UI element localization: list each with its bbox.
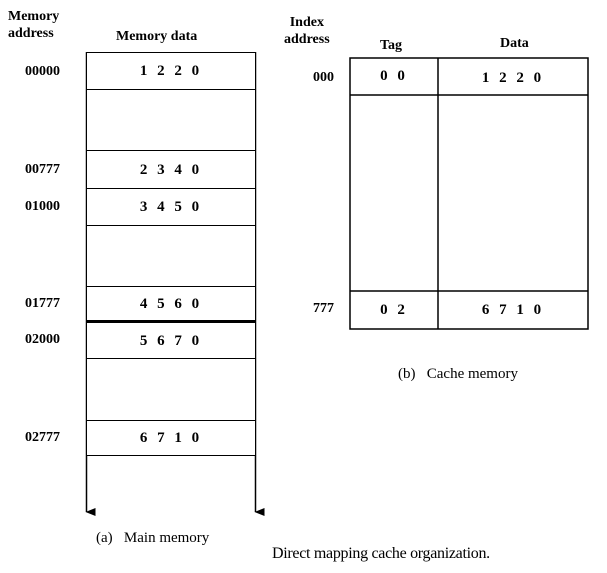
tag-header: Tag [380,38,403,53]
main-memory-cell-01000: 3 4 5 0 [86,188,256,226]
cache-data-value: 6 7 1 0 [481,302,545,318]
cache-index-000: 000 [313,70,334,85]
main-memory-cell-00000: 1 2 2 0 [86,52,256,90]
main-memory-gap-block [86,225,256,287]
index-address-header-line2: address [284,32,330,47]
figure-caption: Direct mapping cache organization. [272,545,490,562]
memory-data-value: 4 5 6 0 [139,295,203,312]
main-memory-cell-02777: 6 7 1 0 [86,420,256,456]
memory-data-value: 2 3 4 0 [139,161,203,178]
memory-data-value: 6 7 1 0 [139,430,203,446]
memory-data-value: 1 2 2 0 [139,63,203,79]
memory-address-header-line1: Memory [8,9,60,24]
memory-address-01777: 01777 [25,296,60,311]
memory-address-00777: 00777 [25,162,60,177]
cache-data-header: Data [500,36,529,51]
cache-index-777: 777 [313,301,334,316]
main-memory-cell-01777: 4 5 6 0 [86,286,256,321]
index-address-header: Index address [284,14,330,48]
memory-address-header-line2: address [8,26,54,41]
memory-address-02777: 02777 [25,430,60,445]
memory-data-value: 5 6 7 0 [139,332,203,349]
cache-memory-caption-text: Cache memory [426,366,518,382]
cache-memory-caption: (b) Cache memory [398,365,518,383]
main-memory-caption-text: Main memory [123,530,210,546]
memory-address-header: Memory address [8,8,59,42]
memory-address-00000: 00000 [25,64,60,79]
index-address-header-line1: Index [289,15,324,30]
main-memory-caption-label: (a) [96,530,113,546]
main-memory-caption: (a) Main memory [96,529,209,547]
main-memory-gap-block [86,89,256,151]
main-memory-cell-02000: 5 6 7 0 [86,320,256,359]
cache-tag-value: 0 2 [380,302,408,318]
main-memory-cell-00777: 2 3 4 0 [86,150,256,189]
cache-tag-value: 0 0 [380,68,408,84]
memory-data-value: 3 4 5 0 [139,199,203,215]
cache-data-value: 1 2 2 0 [481,70,545,86]
cache-memory-caption-label: (b) [398,366,416,382]
memory-data-header: Memory data [116,29,198,44]
cache-table-outline [349,57,589,330]
memory-address-01000: 01000 [25,199,60,214]
memory-address-02000: 02000 [25,332,60,347]
